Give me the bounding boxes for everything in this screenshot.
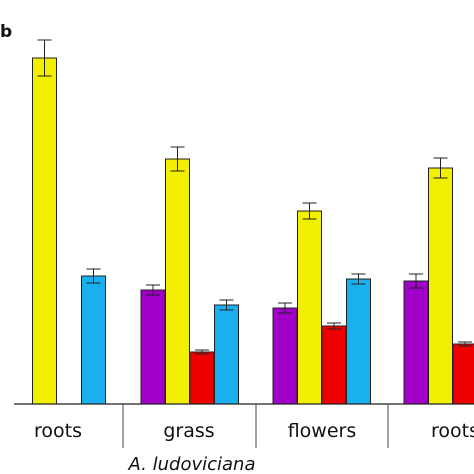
error-bar — [146, 284, 160, 296]
bar — [214, 304, 239, 405]
category-label: roots — [431, 420, 474, 442]
bar — [297, 210, 322, 405]
category-label: grass — [163, 420, 214, 442]
panel-label: b — [0, 22, 12, 42]
error-bar — [86, 268, 101, 284]
error-bar — [433, 157, 448, 179]
error-bars-layer — [37, 39, 472, 355]
bar — [165, 158, 190, 405]
bar — [428, 167, 453, 405]
bar — [452, 343, 474, 405]
error-bar — [195, 349, 209, 355]
bar — [321, 325, 347, 405]
error-bar — [278, 302, 292, 314]
error-bar — [37, 39, 52, 77]
error-bar — [170, 146, 185, 172]
bar — [140, 289, 166, 405]
group-label: A. ludoviciana — [128, 454, 256, 474]
error-bar — [351, 273, 366, 285]
bars-layer — [32, 57, 474, 405]
error-bar — [458, 341, 472, 347]
error-bar — [327, 322, 341, 330]
bar — [81, 275, 106, 405]
error-bar — [409, 273, 423, 289]
bar — [32, 57, 57, 405]
category-label: roots — [34, 420, 82, 442]
bar — [403, 280, 429, 405]
bar — [272, 307, 298, 405]
bar — [189, 351, 215, 405]
category-labels: roots grass flowers roots — [34, 420, 474, 442]
bar — [346, 278, 371, 405]
error-bar — [302, 202, 317, 220]
error-bar — [219, 299, 234, 311]
category-label: flowers — [288, 420, 357, 442]
